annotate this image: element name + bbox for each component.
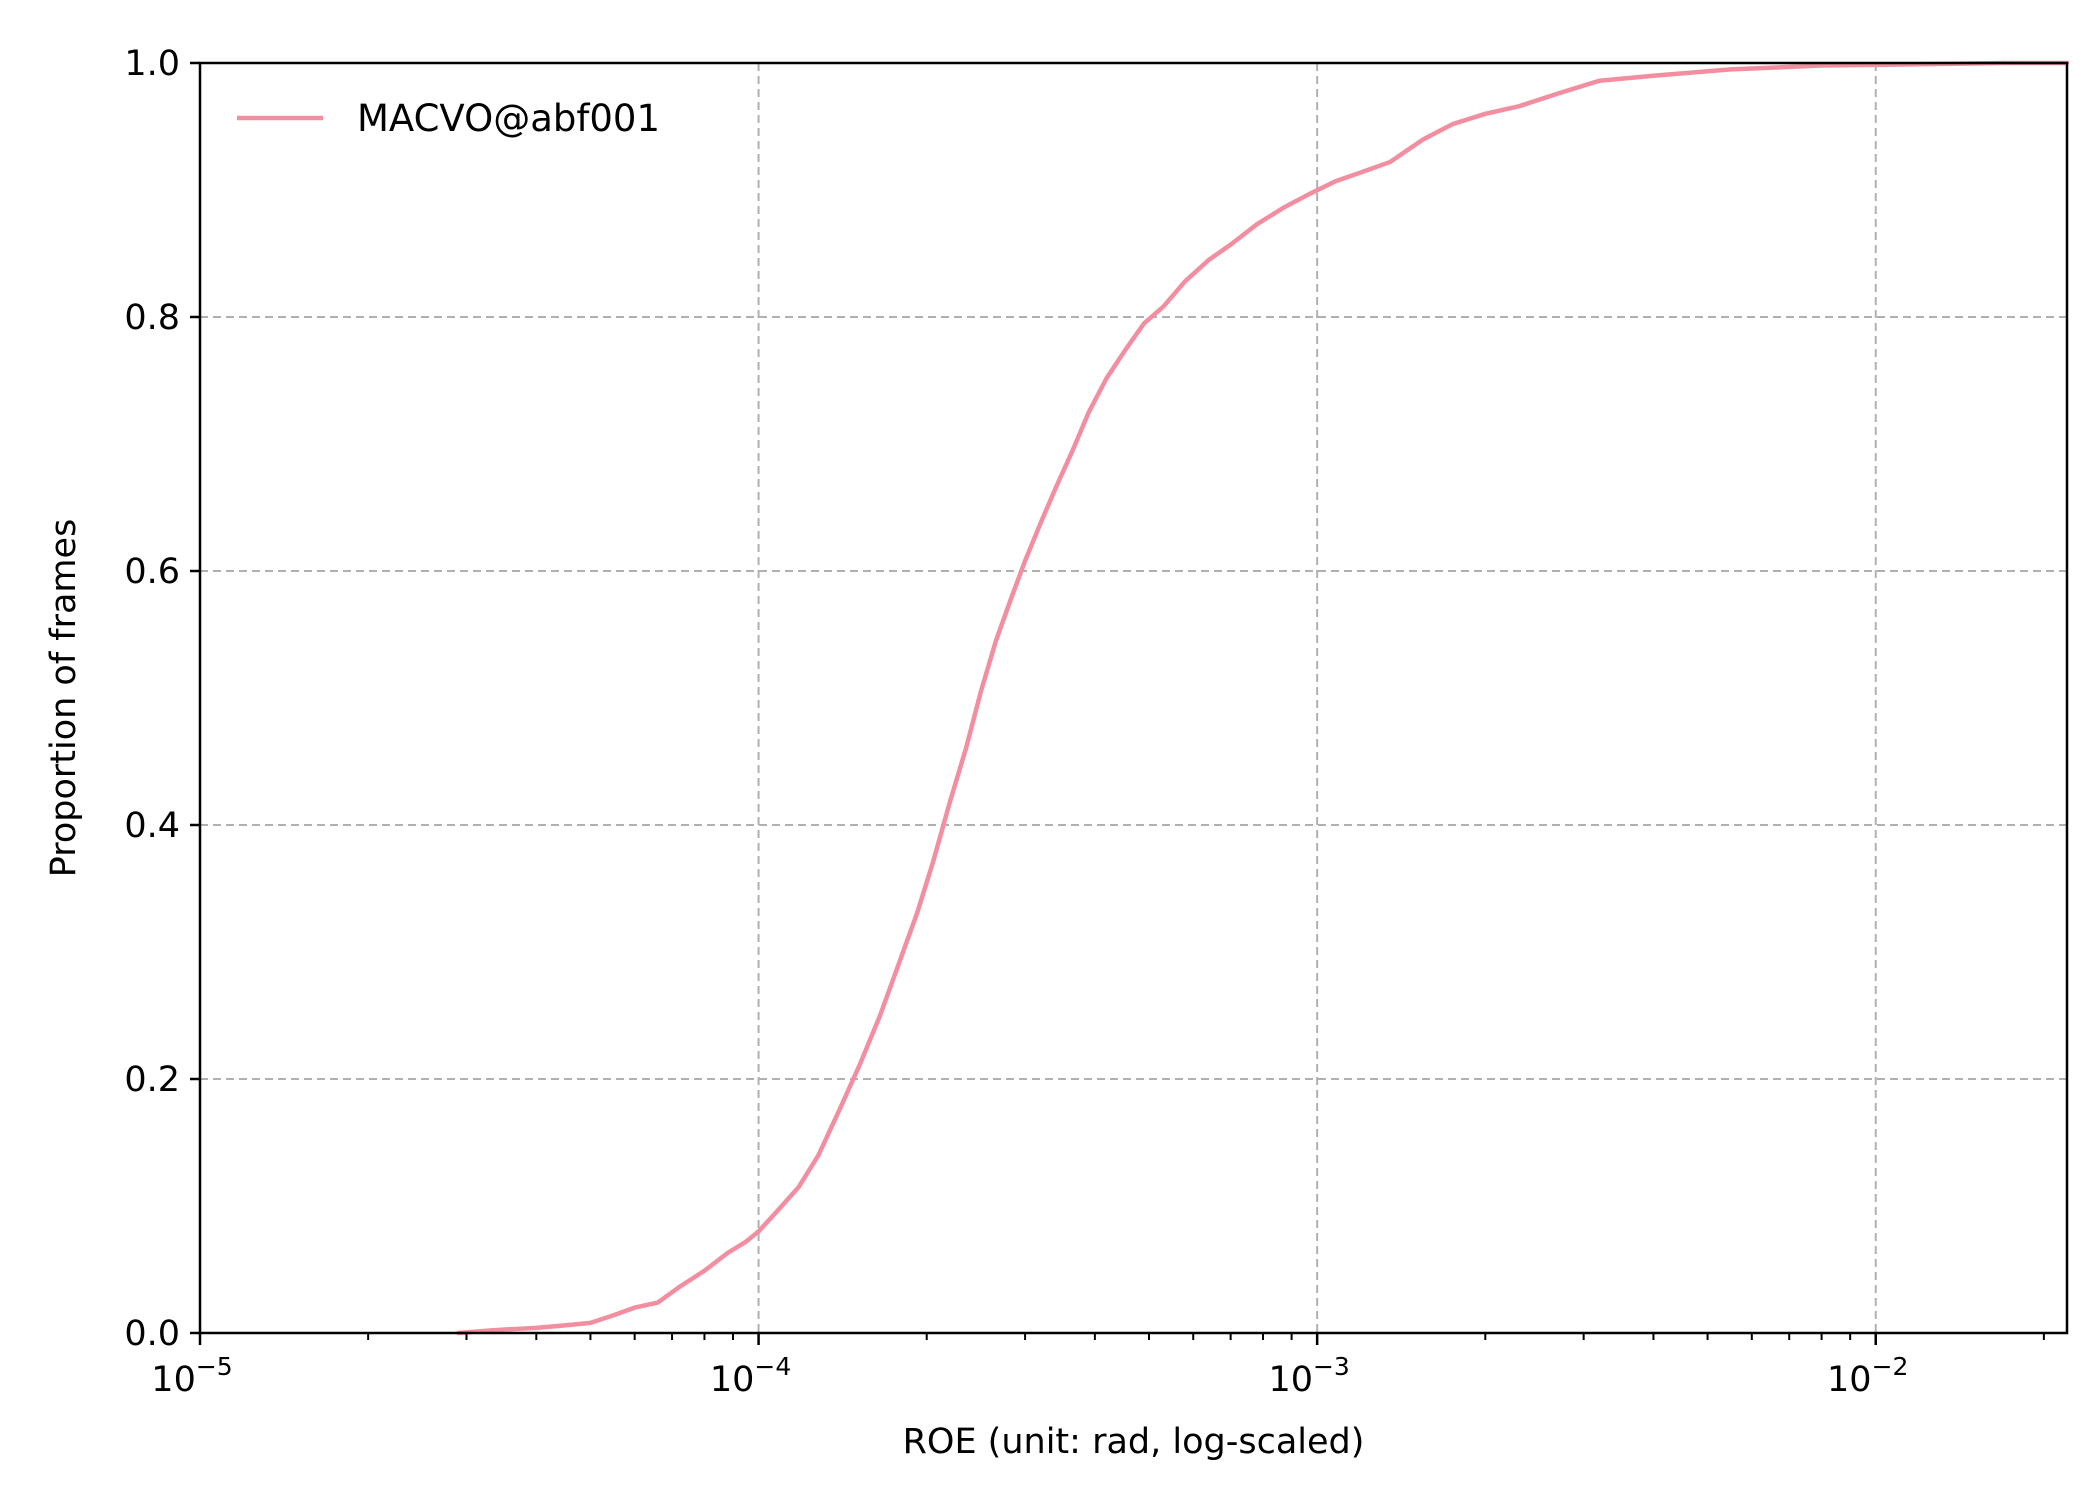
x-tick-label: 10−5 [151, 1352, 232, 1400]
y-tick-label: 0.2 [124, 1060, 180, 1100]
y-tick-label: 0.8 [124, 298, 180, 338]
series-line [456, 60, 2070, 1336]
x-tick-label: 10−3 [1268, 1352, 1349, 1400]
x-axis-title: ROE (unit: rad, log-scaled) [903, 1422, 1365, 1462]
y-tick-label: 0.4 [124, 806, 180, 846]
y-axis-title: Proportion of frames [44, 519, 84, 878]
legend-label: MACVO@abf001 [357, 97, 660, 140]
legend: MACVO@abf001 [237, 97, 660, 140]
series-layer [456, 60, 2070, 1336]
x-tick-label: 10−2 [1827, 1352, 1908, 1400]
y-tick-label: 1.0 [124, 44, 180, 84]
axis-ticks: 0.0 0.2 0.4 0.6 0.8 1.0 10−5 10−4 10−3 10−2 [124, 44, 2045, 1400]
plot-frame [198, 61, 2069, 1335]
grid-lines [200, 63, 2067, 1333]
x-tick-label: 10−4 [710, 1352, 791, 1400]
y-tick-label: 0.6 [124, 552, 180, 592]
y-tick-label: 0.0 [124, 1314, 180, 1354]
